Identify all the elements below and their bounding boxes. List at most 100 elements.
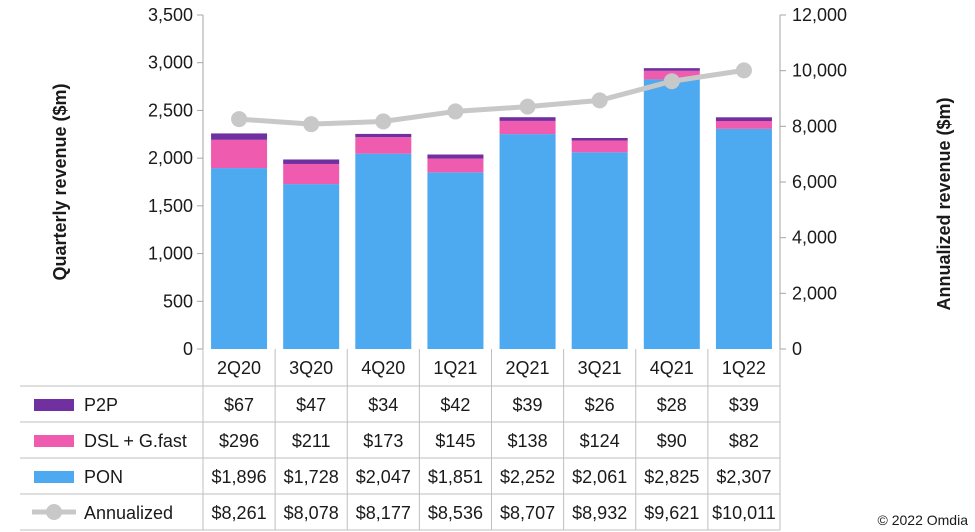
table-cell: $124 xyxy=(580,431,620,451)
table-cell: $2,307 xyxy=(716,467,771,487)
right-tick-label: 12,000 xyxy=(792,5,847,25)
annualized-point-1q22 xyxy=(735,62,752,79)
right-axis-title: Annualized revenue ($m) xyxy=(934,97,954,310)
annualized-point-1q21 xyxy=(447,103,464,120)
category-label-4q21: 4Q21 xyxy=(650,358,694,378)
bar-dsl-g-fast-3q21 xyxy=(571,140,628,153)
data-table: 2Q20 3Q20 4Q20 1Q21 2Q21 3Q21 4Q21 1Q22 P2P $67 $4… xyxy=(20,349,781,531)
table-cell: $34 xyxy=(368,395,398,415)
table-cell: $8,078 xyxy=(284,503,339,523)
table-cell: $28 xyxy=(657,395,687,415)
table-cell: $2,047 xyxy=(356,467,411,487)
table-cell: $26 xyxy=(585,395,615,415)
bar-series xyxy=(211,68,772,350)
annualized-point-3q21 xyxy=(591,92,608,109)
table-cell: $39 xyxy=(513,395,543,415)
bar-p2p-4q20 xyxy=(355,133,412,138)
bar-p2p-1q22 xyxy=(715,117,772,122)
left-tick-label: 2,500 xyxy=(148,100,193,120)
right-tick-label: 0 xyxy=(792,339,802,359)
bar-dsl-g-fast-1q22 xyxy=(715,121,772,129)
bar-dsl-g-fast-3q20 xyxy=(283,163,340,185)
annualized-line xyxy=(231,62,752,133)
legend-label-p2p: P2P xyxy=(84,395,118,415)
category-label-1q22: 1Q22 xyxy=(722,358,766,378)
category-label-1q21: 1Q21 xyxy=(433,358,477,378)
table-cell: $173 xyxy=(363,431,403,451)
table-cell: $82 xyxy=(729,431,759,451)
left-tick-label: 1,500 xyxy=(148,196,193,216)
bar-p2p-3q20 xyxy=(283,159,340,164)
right-tick-label: 6,000 xyxy=(792,172,837,192)
table-cell: $39 xyxy=(729,395,759,415)
left-tick-label: 3,500 xyxy=(148,5,193,25)
table-cell: $47 xyxy=(296,395,326,415)
right-tick-label: 10,000 xyxy=(792,61,847,81)
bar-pon-1q21 xyxy=(427,172,484,349)
left-tick-label: 0 xyxy=(183,339,193,359)
annualized-point-2q20 xyxy=(231,111,248,128)
table-cell: $2,825 xyxy=(644,467,699,487)
table-cell: $1,851 xyxy=(428,467,483,487)
right-tick-label: 4,000 xyxy=(792,228,837,248)
bar-pon-2q21 xyxy=(499,134,556,349)
bar-pon-3q20 xyxy=(283,184,340,349)
legend-label-pon: PON xyxy=(84,467,123,487)
right-tick-label: 2,000 xyxy=(792,283,837,303)
table-cell: $145 xyxy=(435,431,475,451)
right-tick-label: 8,000 xyxy=(792,116,837,136)
category-label-3q20: 3Q20 xyxy=(289,358,333,378)
table-cell: $9,621 xyxy=(644,503,699,523)
bar-p2p-3q21 xyxy=(571,138,628,141)
bar-pon-2q20 xyxy=(211,168,268,349)
legend-label-dsl-g-fast: DSL + G.fast xyxy=(84,431,187,451)
table-cell: $2,061 xyxy=(572,467,627,487)
annualized-line-path xyxy=(238,67,745,127)
table-cell: $138 xyxy=(508,431,548,451)
legend-key-pon xyxy=(34,471,74,483)
bar-pon-1q22 xyxy=(715,128,772,349)
category-label-2q20: 2Q20 xyxy=(217,358,261,378)
legend-key-p2p xyxy=(34,399,74,411)
table-cell: $8,932 xyxy=(572,503,627,523)
bar-dsl-g-fast-1q21 xyxy=(427,158,484,173)
annualized-point-2q21 xyxy=(519,98,536,115)
bar-pon-4q20 xyxy=(355,153,412,349)
legend-key-marker xyxy=(46,504,62,520)
bar-dsl-g-fast-4q20 xyxy=(355,137,412,154)
table-cell: $8,177 xyxy=(356,503,411,523)
bar-dsl-g-fast-2q20 xyxy=(211,139,268,169)
table-cell: $67 xyxy=(224,395,254,415)
legend-key-dsl-g-fast xyxy=(34,435,74,447)
table-cell: $8,536 xyxy=(428,503,483,523)
table-cell: $10,011 xyxy=(712,503,776,523)
category-label-2q21: 2Q21 xyxy=(506,358,550,378)
table-cell: $1,728 xyxy=(284,467,339,487)
category-label-3q21: 3Q21 xyxy=(578,358,622,378)
bar-pon-4q21 xyxy=(643,79,700,350)
annualized-point-3q20 xyxy=(303,116,320,133)
bar-p2p-1q21 xyxy=(427,154,484,159)
annualized-point-4q21 xyxy=(663,73,680,90)
bar-p2p-2q20 xyxy=(211,133,268,140)
left-tick-label: 500 xyxy=(163,291,193,311)
table-cell: $42 xyxy=(440,395,470,415)
bar-p2p-2q21 xyxy=(499,117,556,121)
left-axis-title: Quarterly revenue ($m) xyxy=(50,83,70,280)
table-cell: $296 xyxy=(219,431,259,451)
table-cell: $211 xyxy=(292,431,331,451)
table-cell: $8,261 xyxy=(212,503,267,523)
table-cell: $90 xyxy=(657,431,687,451)
legend-label-annualized: Annualized xyxy=(84,503,173,523)
table-cell: $1,896 xyxy=(212,467,267,487)
left-y-axis: 0 500 1,000 1,500 2,000 2,500 3,000 3,500 xyxy=(148,5,204,359)
table-cell: $8,707 xyxy=(500,503,555,523)
left-tick-label: 3,000 xyxy=(148,53,193,73)
annualized-point-4q20 xyxy=(375,113,392,130)
left-tick-label: 1,000 xyxy=(148,244,193,264)
bar-pon-3q21 xyxy=(571,152,628,349)
category-label-4q20: 4Q20 xyxy=(361,358,405,378)
table-cell: $2,252 xyxy=(500,467,555,487)
bar-p2p-4q21 xyxy=(643,68,700,71)
